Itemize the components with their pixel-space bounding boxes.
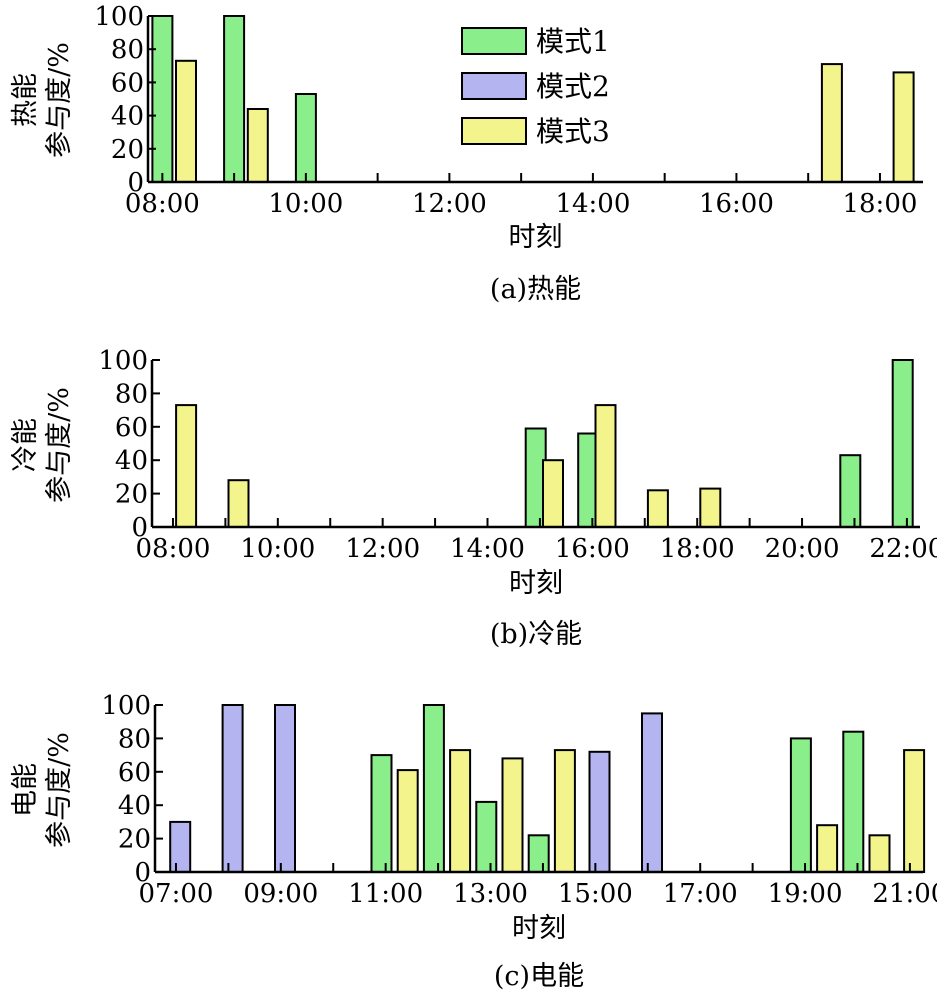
y-tick-label: 40 — [115, 446, 148, 476]
y-tick-label: 40 — [118, 791, 151, 821]
x-tick-label: 10:00 — [240, 534, 315, 564]
bar — [246, 108, 269, 183]
y-tick-label: 20 — [118, 825, 151, 855]
x-tick-label: 20:00 — [765, 534, 840, 564]
y-axis-label: 电能 参与度/% — [10, 732, 75, 848]
bar — [449, 749, 472, 873]
y-tick-label: 60 — [111, 68, 144, 98]
y-tick-label: 100 — [94, 2, 144, 32]
x-tick-label: 07:00 — [139, 879, 214, 909]
x-tick-label: 18:00 — [842, 189, 917, 219]
y-tick-label: 60 — [115, 413, 148, 443]
y-tick-label: 80 — [118, 724, 151, 754]
legend-swatch — [461, 27, 527, 55]
bar — [175, 404, 198, 529]
y-axis-label-line: 热能 — [10, 73, 41, 127]
x-tick-label: 14:00 — [450, 534, 525, 564]
bar — [151, 15, 174, 183]
y-tick-label: 20 — [111, 135, 144, 165]
bar — [789, 737, 812, 874]
x-tick-label: 10:00 — [268, 189, 343, 219]
bar — [396, 769, 419, 873]
y-tick-label: 80 — [111, 35, 144, 65]
bar — [274, 704, 296, 873]
x-tick-label: 21:00 — [872, 879, 937, 909]
y-tick-label: 100 — [101, 691, 151, 721]
legend-label: 模式3 — [536, 115, 610, 148]
bar — [175, 59, 197, 183]
legend-label: 模式1 — [536, 25, 610, 58]
x-tick-label: 12:00 — [412, 189, 487, 219]
y-tick-label: 80 — [115, 379, 148, 409]
y-tick-label: 60 — [118, 758, 151, 788]
bar — [816, 824, 839, 874]
x-tick-label: 08:00 — [136, 534, 211, 564]
x-axis-label: 时刻 — [512, 913, 566, 944]
y-tick-label: 0 — [131, 513, 148, 543]
bar — [842, 730, 865, 874]
x-tick-label: 17:00 — [663, 879, 738, 909]
bar — [699, 487, 722, 529]
bar — [820, 63, 843, 183]
x-tick-label: 09:00 — [243, 879, 318, 909]
legend-label: 模式2 — [536, 70, 610, 103]
x-tick-label: 14:00 — [555, 189, 630, 219]
bar — [553, 749, 576, 873]
x-tick-label: 22:00 — [869, 534, 937, 564]
bar — [891, 359, 914, 528]
bar — [501, 757, 524, 874]
legend-swatch — [461, 72, 527, 100]
bar — [892, 71, 915, 183]
panel-caption: (b)冷能 — [490, 619, 582, 650]
y-tick-label: 20 — [115, 480, 148, 510]
bar — [868, 834, 891, 873]
x-tick-label: 18:00 — [660, 534, 735, 564]
y-axis-label-line: 冷能 — [10, 418, 41, 472]
x-tick-label: 12:00 — [345, 534, 420, 564]
bar — [527, 834, 550, 873]
y-tick-label: 40 — [111, 102, 144, 132]
legend-swatch — [461, 117, 527, 145]
y-tick-label: 0 — [134, 858, 151, 888]
x-tick-label: 19:00 — [768, 879, 843, 909]
bar — [169, 820, 192, 874]
panel-caption: (c)电能 — [494, 961, 584, 992]
bar — [542, 459, 564, 529]
bar — [646, 489, 669, 528]
x-tick-label: 11:00 — [348, 879, 423, 909]
bar — [422, 704, 445, 873]
x-axis-label: 时刻 — [509, 222, 563, 253]
bar — [370, 754, 393, 873]
bar — [227, 479, 250, 529]
legend: 模式1 模式2 模式3 — [461, 25, 610, 148]
bar — [839, 454, 862, 529]
y-axis-label-line: 电能 — [10, 763, 41, 817]
x-tick-label: 16:00 — [699, 189, 774, 219]
y-axis-label-line: 参与度/% — [44, 732, 75, 848]
y-tick-label: 100 — [98, 346, 148, 376]
bar — [641, 712, 663, 874]
y-axis-label-line: 参与度/% — [44, 387, 75, 503]
bar — [594, 404, 617, 529]
y-tick-label: 0 — [127, 168, 144, 198]
y-axis-label-line: 参与度/% — [44, 42, 75, 158]
y-axis-label: 热能 参与度/% — [10, 42, 75, 158]
panel-caption: (a)热能 — [490, 274, 581, 305]
x-tick-label: 08:00 — [125, 189, 200, 219]
x-tick-label: 15:00 — [558, 879, 633, 909]
bar — [903, 749, 926, 873]
bar — [294, 93, 317, 183]
x-tick-label: 16:00 — [555, 534, 630, 564]
bar — [588, 750, 611, 873]
bar — [221, 704, 244, 873]
bar — [223, 15, 246, 183]
x-axis-label: 时刻 — [509, 568, 563, 599]
x-tick-label: 13:00 — [453, 879, 528, 909]
bar — [475, 800, 498, 874]
y-axis-label: 冷能 参与度/% — [10, 387, 75, 503]
